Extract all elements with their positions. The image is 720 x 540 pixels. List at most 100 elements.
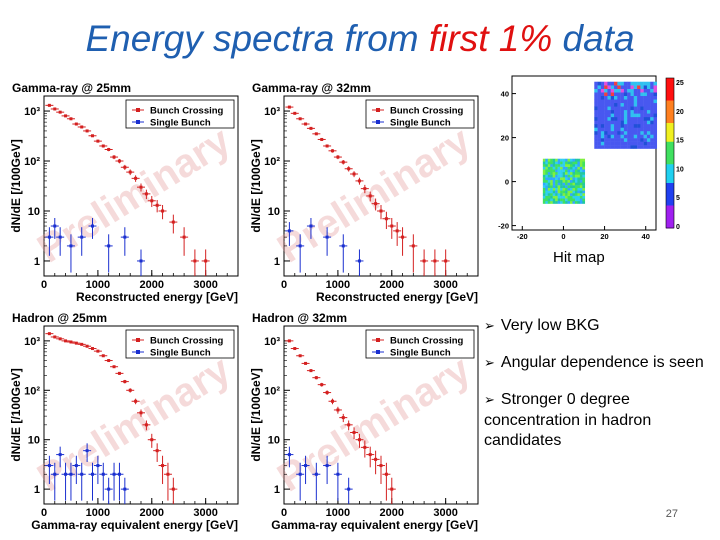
hitmap-cell: [623, 88, 628, 93]
hitmap-cell: [579, 187, 583, 191]
hitmap-cell: [552, 198, 556, 202]
single-bunch-point: [80, 235, 84, 239]
hitmap-cell: [633, 99, 638, 104]
hitmap-cell: [567, 174, 571, 178]
legend-box: [125, 329, 235, 359]
hitmap-cell: [640, 92, 644, 97]
hitmap-cell: [574, 193, 578, 196]
hitmap-cell: [565, 190, 568, 194]
hitmap-cell: [565, 187, 568, 191]
hitmap-cell: [630, 109, 634, 114]
hitmap-cell: [582, 169, 586, 173]
hitmap-cell: [560, 185, 563, 188]
bunch-crossing-point: [304, 122, 308, 126]
hitmap-cell: [577, 174, 581, 178]
hitmap-cell: [579, 169, 583, 173]
hitmap-cell: [653, 85, 658, 89]
hitmap-cell: [640, 85, 644, 89]
bunch-crossing-point: [69, 117, 73, 121]
hitmap-cell: [620, 141, 625, 146]
hitmap-cell: [637, 92, 641, 97]
bunch-crossing-point: [58, 337, 62, 341]
hitmap-cell: [627, 141, 631, 146]
bunch-crossing-point: [444, 259, 448, 263]
hitmap-cell: [633, 138, 638, 142]
hitmap-cell: [572, 190, 576, 194]
chart-hadron-32mm: Preliminary Hadron @ 32mm 0 1000 2000 3000 1 10…: [246, 308, 484, 536]
hitmap-cell: [630, 127, 634, 132]
hitmap-cell: [637, 145, 641, 149]
hitmap-cell: [577, 187, 581, 191]
hitmap-cell: [555, 161, 558, 165]
x-axis-label: Reconstructed energy [GeV]: [316, 290, 478, 304]
hitmap-cell: [565, 174, 568, 178]
hitmap-cell: [557, 161, 561, 165]
bunch-crossing-point: [58, 110, 62, 114]
hitmap-cell: [570, 195, 573, 199]
hitmap-cell: [557, 190, 561, 194]
single-bunch-point: [341, 244, 345, 248]
hitmap-cell: [617, 109, 621, 114]
hitmap-cell: [627, 138, 631, 142]
hitmap-cell: [572, 198, 576, 202]
legend-label: Bunch Crossing: [390, 106, 464, 117]
hitmap-cell: [607, 106, 611, 111]
hitmap-cell: [600, 85, 605, 89]
hitmap-cell: [552, 193, 556, 196]
hitmap-cell: [547, 179, 551, 183]
hitmap-cell: [617, 92, 621, 97]
colorbar-cell: [666, 216, 674, 221]
hitmap-cell: [550, 187, 553, 191]
hitmap-cell: [627, 127, 631, 132]
single-bunch-point: [107, 244, 111, 248]
hitmap-cell: [646, 123, 651, 128]
hitmap-cell: [594, 145, 598, 149]
hitmap-cell: [627, 95, 631, 100]
colorbar-cell: [666, 179, 674, 184]
hitmap-cell: [627, 134, 631, 139]
hitmap-cell: [555, 174, 558, 178]
bunch-crossing-point: [64, 339, 68, 343]
hitmap-cell: [620, 109, 625, 114]
hitmap-cell: [633, 106, 638, 111]
hitmap-cell: [627, 88, 631, 93]
hitmap-cell: [547, 166, 551, 170]
hitmap-cell: [610, 141, 615, 146]
x-tick-label: 2000: [380, 507, 404, 519]
hitmap-cell: [555, 169, 558, 173]
hitmap-cell: [562, 177, 566, 181]
hitmap-cell: [545, 195, 548, 199]
x-tick-label: 0: [561, 232, 565, 241]
bunch-crossing-point: [352, 172, 356, 176]
legend-swatch: [376, 350, 380, 354]
chart-title: Hadron @ 32mm: [252, 311, 347, 325]
hitmap-cell: [570, 200, 573, 204]
bullet-item: ➢ Very low BKG: [484, 316, 710, 337]
hitmap-cell: [542, 193, 546, 196]
bunch-crossing-point: [53, 335, 57, 339]
bunch-crossing-point: [401, 235, 405, 239]
single-bunch-point: [314, 472, 318, 476]
hitmap-cell: [650, 116, 654, 121]
colorbar-cell: [666, 119, 674, 124]
hitmap-cell: [579, 174, 583, 178]
legend-swatch: [136, 338, 140, 342]
hitmap-cell: [572, 193, 576, 196]
x-tick-label: 3000: [433, 279, 457, 291]
hitmap-cell: [643, 116, 648, 121]
hitmap-cell: [565, 158, 568, 162]
hitmap-cell: [560, 195, 563, 199]
hitmap-cell: [562, 200, 566, 204]
legend-box: [125, 99, 235, 129]
hitmap-cell: [574, 190, 578, 194]
single-bunch-point: [53, 472, 57, 476]
hitmap-cell: [614, 116, 618, 121]
hitmap-cell: [653, 88, 658, 93]
single-bunch-point: [47, 464, 51, 468]
y-tick-label: 10: [28, 206, 40, 218]
hitmap-cell: [582, 158, 586, 162]
hitmap-cell: [562, 171, 566, 175]
bullet-list: ➢ Very low BKG ➢ Angular dependence is see…: [484, 316, 710, 467]
hitmap-cell: [623, 120, 628, 125]
hitmap-cell: [567, 182, 571, 186]
